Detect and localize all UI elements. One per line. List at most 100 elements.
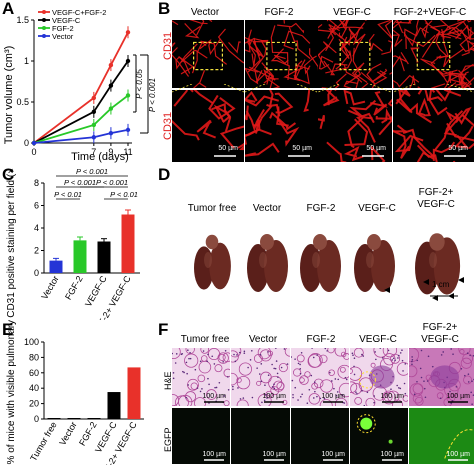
nucleus — [249, 359, 252, 361]
nucleus — [471, 380, 473, 382]
vessel — [318, 41, 337, 67]
vessel — [200, 40, 228, 65]
nucleus — [187, 349, 189, 352]
alveolus — [293, 368, 302, 377]
lung-lobe-right — [371, 240, 395, 292]
alveolus — [436, 392, 444, 399]
tissue-pattern — [231, 348, 290, 406]
alveolus — [194, 397, 206, 406]
vessel — [393, 20, 403, 47]
nucleus — [313, 381, 316, 383]
alveolus — [370, 362, 376, 368]
nucleus — [413, 393, 416, 396]
vessel — [270, 48, 290, 81]
alveolus — [231, 372, 238, 386]
nucleus — [260, 363, 263, 365]
nucleus — [467, 373, 470, 375]
nucleus — [189, 351, 191, 354]
nucleus — [172, 372, 175, 374]
he-micrograph: 100 µm — [172, 348, 230, 406]
nucleus — [261, 401, 263, 404]
alveolus — [184, 353, 199, 368]
vessel — [327, 90, 333, 106]
nucleus — [451, 399, 454, 402]
nucleus — [374, 351, 376, 353]
panel-b-col-vegfc: VEGF-C — [333, 7, 371, 18]
nucleus — [323, 397, 326, 400]
vessel — [432, 141, 456, 161]
vessel — [371, 68, 388, 83]
nucleus — [299, 372, 302, 375]
cd31-micrograph — [172, 20, 244, 88]
nucleus — [264, 384, 266, 387]
nucleus — [181, 352, 184, 355]
tissue-pattern — [172, 348, 230, 406]
vessel — [417, 151, 435, 162]
nucleus — [294, 358, 296, 360]
nucleus — [185, 396, 188, 399]
y-tick-label: 0.5 — [16, 97, 29, 107]
nucleus — [208, 383, 210, 386]
nucleus — [299, 395, 302, 398]
vessel — [360, 63, 382, 85]
alveolus — [236, 377, 242, 383]
legend-marker — [42, 26, 46, 30]
legend-label: VEGF-C+FGF-2 — [52, 8, 106, 17]
data-point — [125, 30, 131, 35]
nucleus — [324, 348, 327, 350]
vessel — [269, 111, 297, 131]
panel-a-xlabel: Time (days) — [71, 151, 129, 163]
x-tick-label: Vector — [57, 420, 78, 447]
alveolus — [350, 381, 358, 393]
x-tick-label: 9 — [108, 147, 113, 157]
panel-f-scalebar-label: 100 µm — [321, 393, 346, 400]
nucleus — [420, 349, 423, 352]
vessel — [192, 70, 207, 88]
nucleus — [267, 351, 269, 353]
nucleus — [277, 376, 279, 378]
panel-f-scalebar-label: 100 µm — [202, 451, 227, 458]
alveolus — [200, 348, 210, 354]
alveolus — [382, 348, 398, 358]
nucleus — [185, 361, 188, 364]
data-point — [108, 130, 114, 136]
panel-b-scalebar-label: 50 µm — [448, 145, 468, 152]
nucleus — [251, 396, 254, 399]
panel-b-scalebar-label: 50 µm — [292, 145, 312, 152]
vessel-pattern — [318, 90, 392, 162]
nucleus — [186, 372, 188, 375]
alveolus — [200, 355, 208, 362]
outline — [444, 429, 474, 459]
alveolus — [412, 393, 423, 404]
panel-b-col-combo: FGF-2+VEGF-C — [393, 7, 467, 18]
tissue-pattern — [204, 459, 224, 461]
alveolus — [328, 369, 335, 377]
bar — [107, 392, 121, 419]
panel-e-chart: % of mice with visible pulmonary mets 0 2… — [6, 320, 144, 465]
alveolus — [217, 352, 229, 364]
bar — [87, 418, 101, 419]
nucleus — [199, 390, 202, 393]
vessel — [328, 23, 348, 39]
alveolus — [412, 383, 424, 395]
nucleus — [334, 378, 337, 380]
zoom-box — [339, 41, 371, 71]
nucleus — [273, 383, 275, 386]
nucleus — [394, 359, 396, 362]
nucleus — [452, 353, 454, 355]
nucleus — [470, 391, 472, 394]
vessel — [448, 20, 467, 37]
nucleus — [373, 401, 375, 404]
panel-label-f: F — [158, 320, 169, 339]
nucleus — [276, 372, 279, 375]
data-point — [125, 127, 131, 133]
nucleus — [172, 352, 174, 355]
panel-label-c: C — [2, 165, 15, 184]
bar — [47, 418, 61, 419]
vessel — [276, 118, 300, 147]
y-tick-label: 60 — [29, 368, 39, 378]
nucleus — [294, 386, 297, 389]
vessel — [343, 145, 364, 162]
nucleus — [300, 351, 303, 354]
